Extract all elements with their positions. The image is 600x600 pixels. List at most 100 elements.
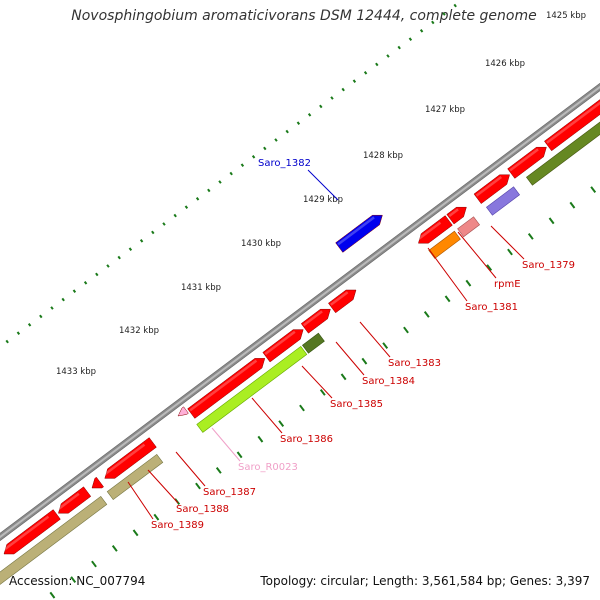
gene-saro-1385-arrow-shine	[264, 330, 296, 355]
tick-mark	[307, 113, 312, 117]
kbp-tick-label: 1432 kbp	[119, 326, 159, 336]
feature-label-group[interactable]: Saro_1389	[127, 481, 204, 531]
leader-line	[457, 231, 497, 279]
tick-mark	[361, 357, 368, 365]
tick-mark	[330, 96, 334, 100]
tick-mark	[251, 155, 256, 159]
gene-saro-1379a-arrow[interactable]	[473, 174, 510, 204]
gene-saro-1386-arrow[interactable]	[187, 358, 266, 419]
gene-saro-1384-arrow[interactable]	[300, 308, 331, 334]
tick-mark	[375, 62, 379, 67]
gene-saro-1387-small-arrow[interactable]	[90, 476, 104, 489]
gene-upstream-arrow[interactable]	[544, 73, 600, 152]
feature-label: Saro_1388	[176, 504, 229, 515]
gene-saro-1389-arrow[interactable]	[2, 509, 61, 555]
tick-mark	[236, 451, 243, 459]
leader-line	[301, 365, 333, 399]
feature-label-group[interactable]: Saro_1387	[175, 451, 256, 498]
gene-saro-1388-arrow-shape	[58, 486, 92, 514]
tick-mark	[95, 272, 99, 277]
tick-mark	[39, 314, 43, 319]
tick-mark	[139, 239, 144, 243]
cog-band-saro-1384	[301, 332, 325, 354]
gene-rpme-arrow[interactable]	[446, 206, 467, 225]
tick-mark	[285, 129, 289, 134]
tick-mark	[16, 331, 21, 335]
tick-mark	[70, 576, 77, 584]
feature-label-group[interactable]: Saro_1384	[335, 341, 415, 387]
tick-mark	[91, 560, 97, 568]
tick-mark	[341, 87, 345, 92]
feature-label-group[interactable]: Saro_1379	[490, 225, 575, 271]
tick-mark	[132, 529, 139, 537]
feature-label-group[interactable]: Saro_1388	[147, 469, 229, 515]
gene-saro-1387-arrow[interactable]	[102, 437, 157, 479]
leader-line	[175, 451, 206, 487]
tick-mark	[50, 306, 54, 310]
genome-backbone-highlight	[0, 85, 600, 539]
leader-line	[335, 341, 365, 376]
tick-mark	[442, 12, 446, 16]
outer-tick-row	[5, 3, 457, 344]
gene-saro-r0023-arrow-shape	[177, 406, 189, 417]
gene-saro-1388-arrow[interactable]	[56, 486, 92, 514]
feature-label-group[interactable]: Saro_R0023	[211, 427, 298, 473]
feature-label-group[interactable]: Saro_1381	[427, 247, 518, 313]
feature-label: Saro_1387	[203, 487, 256, 498]
gene-saro-1386-arrow-shape	[187, 358, 266, 419]
feature-label: Saro_1379	[522, 260, 575, 271]
feature-label-group[interactable]: Saro_1385	[301, 365, 383, 410]
tick-mark	[215, 467, 222, 474]
genome-title: Novosphingobium aromaticivorans DSM 1244…	[71, 8, 537, 24]
gene-saro-1385-arrow[interactable]	[262, 329, 304, 363]
inner-tick-row	[49, 186, 597, 599]
gene-saro-1386-arrow-shine	[189, 359, 258, 412]
gene-saro-1379-arrow-shine	[509, 148, 539, 172]
gene-saro-1379-arrow-shape	[507, 146, 547, 179]
tick-mark	[240, 163, 245, 167]
feature-label-group[interactable]: rpmE	[457, 231, 521, 290]
feature-label: Saro_1385	[330, 399, 383, 410]
feature-label: Saro_1382	[258, 158, 311, 169]
feature-label-group[interactable]: Saro_1386	[251, 397, 333, 445]
feature-label: Saro_1384	[362, 376, 415, 387]
gene-saro-r0023-arrow[interactable]	[177, 406, 189, 417]
tick-mark	[257, 435, 264, 443]
leader-line	[490, 225, 525, 260]
leader-line	[147, 469, 179, 504]
feature-label-group[interactable]: Saro_1383	[359, 321, 441, 369]
cog-band-saro-1387	[106, 453, 164, 501]
cog-band-saro-1379	[485, 186, 521, 216]
cog-band-saro-1381	[428, 230, 461, 259]
tick-mark	[590, 186, 597, 193]
tick-mark	[117, 255, 121, 260]
tick-mark	[278, 420, 285, 427]
tick-mark	[27, 323, 32, 327]
gene-saro-1382-arrow[interactable]	[335, 214, 383, 253]
gene-saro-1389-arrow-shape	[3, 509, 61, 555]
gene-saro-1381-arrow-shape	[418, 215, 453, 244]
tick-mark	[507, 248, 513, 256]
gene-saro-1381-arrow[interactable]	[416, 215, 453, 244]
tick-mark	[382, 342, 389, 349]
gene-saro-1381-arrow-shine	[416, 221, 442, 241]
tick-mark	[162, 222, 166, 226]
tick-mark	[319, 389, 326, 396]
cog-band-saro-1386-1385	[196, 345, 308, 433]
tick-mark	[453, 3, 457, 8]
gene-saro-1383-arrow[interactable]	[328, 289, 357, 314]
gene-saro-1382-arrow-shine	[337, 216, 375, 246]
feature-label: Saro_1386	[280, 434, 333, 445]
gene-saro-1379-arrow[interactable]	[507, 146, 547, 179]
feature-label: Saro_1389	[151, 520, 204, 531]
tick-mark	[195, 197, 200, 201]
tick-mark	[423, 311, 430, 318]
tick-mark	[195, 482, 201, 490]
cog-band-rpme	[457, 216, 481, 238]
feature-label-group[interactable]: Saro_1382	[258, 158, 339, 201]
gene-saro-1379a-arrow-shape	[473, 174, 510, 204]
tick-mark	[444, 295, 451, 303]
gene-upstream-arrow-shape	[544, 99, 600, 152]
tick-mark	[207, 188, 211, 193]
